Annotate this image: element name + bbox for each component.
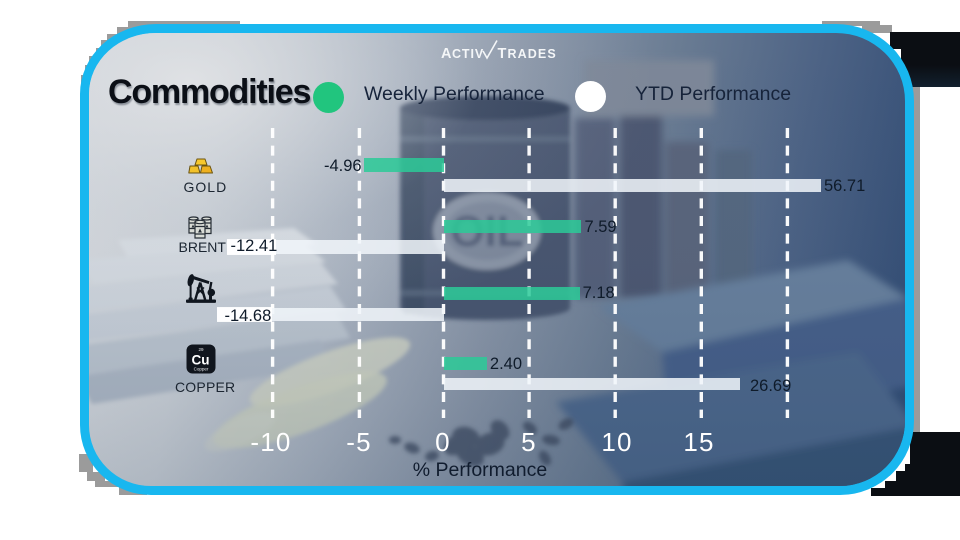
svg-text:RADES: RADES (508, 47, 557, 61)
svg-text:29: 29 (198, 347, 204, 352)
svg-text:CTIV: CTIV (452, 47, 484, 61)
svg-text:T: T (498, 46, 507, 61)
svg-text:Cu: Cu (192, 353, 210, 368)
svg-text:Copper: Copper (194, 367, 209, 372)
svg-text:A: A (441, 46, 452, 61)
